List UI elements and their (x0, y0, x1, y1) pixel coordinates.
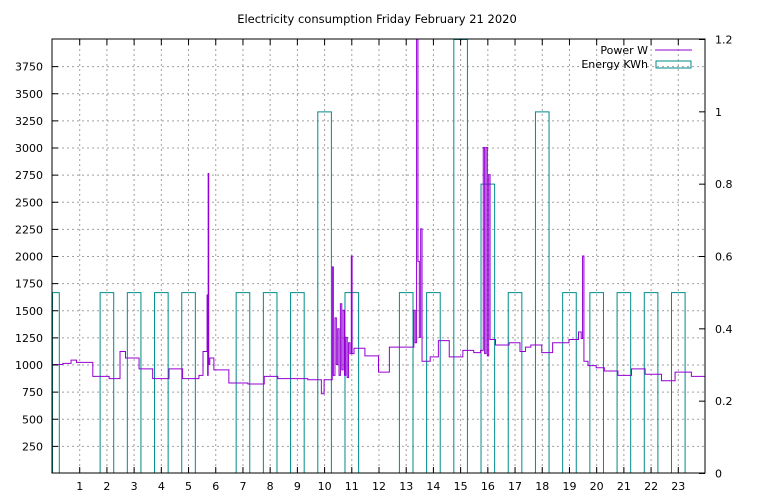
energy-bars (52, 39, 686, 473)
x-tick-label: 23 (671, 480, 685, 493)
x-tick-label: 12 (372, 480, 386, 493)
x-tick-label: 7 (239, 480, 246, 493)
x-tick-label: 4 (158, 480, 165, 493)
x-tick-label: 11 (345, 480, 359, 493)
x-tick-label: 14 (426, 480, 440, 493)
legend-swatch-energy (655, 60, 692, 69)
y-tick-label: 1750 (15, 278, 43, 291)
energy-bar (670, 292, 686, 473)
energy-bar (507, 292, 523, 473)
energy-bar (589, 292, 604, 473)
energy-bar (99, 292, 115, 473)
legend: Power W Energy KWh (581, 44, 692, 71)
energy-bar (126, 292, 142, 473)
x-tick-label: 1 (76, 480, 83, 493)
x-tick-label: 16 (481, 480, 495, 493)
energy-bar (616, 292, 632, 473)
y2-tick-label: 0.4 (715, 323, 733, 336)
energy-bar (181, 292, 196, 473)
y2-tick-label: 0.8 (715, 178, 733, 191)
y-tick-label: 2500 (15, 196, 43, 209)
y-tick-label: 750 (22, 386, 43, 399)
energy-bar (154, 292, 169, 473)
y-tick-label: 3000 (15, 142, 43, 155)
energy-bar (426, 292, 441, 473)
y-tick-label: 2750 (15, 169, 43, 182)
y2-tick-label: 0 (715, 468, 722, 481)
power-series-line (52, 38, 705, 395)
y-tick-label: 3750 (15, 61, 43, 74)
x-tick-label: 18 (535, 480, 549, 493)
y2-axis: 0 0.2 0.4 0.6 0.8 1 1.2 (699, 34, 733, 481)
chart-title: Electricity consumption Friday February … (237, 12, 517, 26)
y-tick-label: 250 (22, 440, 43, 453)
x-tick-label: 5 (185, 480, 192, 493)
grid (52, 39, 705, 473)
y2-tick-label: 1.2 (715, 34, 733, 47)
y-tick-label: 500 (22, 413, 43, 426)
y-tick-label: 3500 (15, 88, 43, 101)
y-tick-label: 3250 (15, 115, 43, 128)
y2-tick-label: 0.6 (715, 251, 733, 264)
energy-bar (290, 292, 305, 473)
x-tick-label: 22 (644, 480, 658, 493)
x-tick-label: 10 (318, 480, 332, 493)
x-tick-label: 6 (212, 480, 219, 493)
power-line (52, 38, 705, 395)
y-tick-label: 2250 (15, 223, 43, 236)
x-tick-label: 15 (454, 480, 468, 493)
energy-bar (262, 292, 278, 473)
x-tick-label: 20 (590, 480, 604, 493)
y-tick-label: 1500 (15, 305, 43, 318)
y-tick-label: 2000 (15, 251, 43, 264)
x-tick-label: 8 (267, 480, 274, 493)
x-tick-label: 2 (103, 480, 110, 493)
x-tick-label: 9 (294, 480, 301, 493)
x-tick-label: 3 (131, 480, 138, 493)
x-tick-label: 21 (617, 480, 631, 493)
x-tick-label: 19 (562, 480, 576, 493)
y-tick-label: 1000 (15, 359, 43, 372)
y2-tick-label: 1 (715, 106, 722, 119)
y-axis: 250 500 750 1000 1250 1500 1750 2000 2250 2500 275… (15, 61, 58, 453)
legend-label-energy: Energy KWh (581, 58, 648, 71)
y2-tick-label: 0.2 (715, 395, 733, 408)
energy-bar (562, 292, 577, 473)
x-tick-label: 13 (399, 480, 413, 493)
energy-bar (643, 292, 659, 473)
energy-bar (534, 111, 550, 473)
legend-label-power: Power W (600, 44, 648, 57)
energy-bar (317, 111, 332, 473)
energy-bar (398, 292, 414, 473)
x-axis: 1 2 3 4 5 6 7 8 9 10 11 12 13 14 15 16 17 18 19 20 21 22 23 (76, 39, 685, 493)
y-tick-label: 1250 (15, 332, 43, 345)
x-tick-label: 17 (508, 480, 522, 493)
